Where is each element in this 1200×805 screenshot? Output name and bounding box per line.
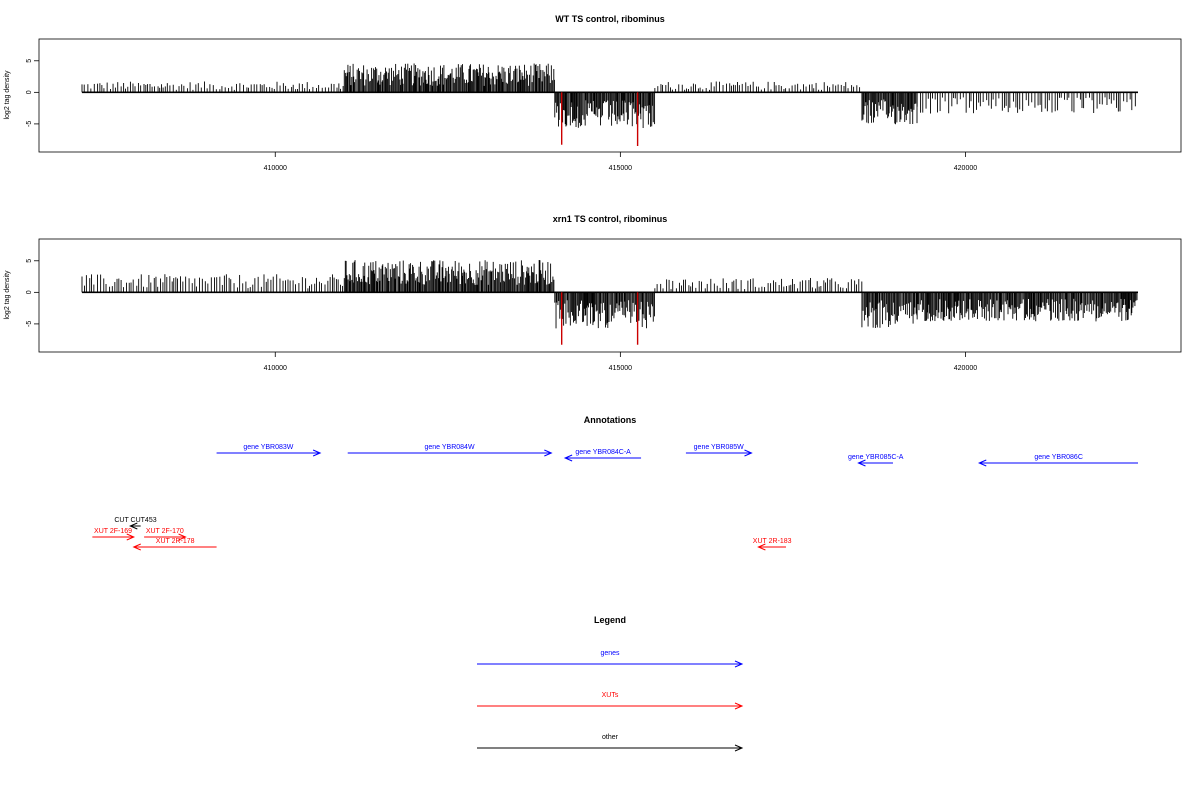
y-tick-label: 5 — [26, 259, 33, 263]
feature-label: CUT CUT453 — [114, 517, 156, 524]
arrow-head — [857, 459, 866, 467]
feature-genes: gene YBR085W — [685, 444, 753, 457]
legend: genes XUTs other — [477, 650, 744, 752]
arrow-head — [734, 660, 744, 668]
y-tick-label: 0 — [26, 90, 33, 94]
bar-series — [81, 259, 1138, 345]
feature-label: XUT 2R-178 — [156, 538, 195, 545]
y-axis-label: log2 tag density — [4, 70, 11, 120]
x-tick-label: 420000 — [954, 165, 977, 172]
feature-label: gene YBR084W — [424, 444, 474, 451]
bar-series — [81, 63, 1138, 146]
feature-label: gene YBR085W — [694, 444, 744, 451]
y-axis-label: log2 tag density — [4, 270, 11, 320]
x-tick-label: 410000 — [264, 365, 287, 372]
y-tick-label: -5 — [26, 321, 33, 327]
feature-label: gene YBR086C — [1034, 454, 1083, 461]
annotations-title: Annotations — [584, 415, 637, 425]
feature-genes: gene YBR084W — [347, 444, 553, 457]
panel-wt: WT TS control, ribominus log2 tag densit… — [4, 14, 1182, 172]
feature-other: CUT CUT453 — [114, 517, 157, 530]
axes: 410000 415000 420000 -5 0 5 — [26, 259, 977, 372]
legend-title: Legend — [594, 615, 626, 625]
feature-genes: gene YBR085C-A — [848, 454, 904, 467]
feature-label: XUT 2R-183 — [753, 538, 792, 545]
legend-item-XUTs: XUTs — [477, 692, 744, 710]
panel-xrn1: xrn1 TS control, ribominus log2 tag dens… — [4, 214, 1182, 372]
arrow-head — [563, 454, 573, 462]
x-tick-label: 410000 — [264, 165, 287, 172]
arrow-head — [734, 744, 744, 752]
panel-title: xrn1 TS control, ribominus — [553, 214, 668, 224]
annotation-track: gene YBR083W gene YBR084W gene YBR084C-A ge… — [92, 444, 1138, 551]
feature-XUTs: XUT 2F-169 — [92, 528, 136, 541]
feature-label: XUT 2F-169 — [94, 528, 132, 535]
arrow-head — [734, 702, 744, 710]
feature-XUTs: XUT 2F-170 — [144, 528, 187, 541]
panel-title: WT TS control, ribominus — [555, 14, 665, 24]
arrow-head — [312, 449, 322, 457]
arrow-head — [129, 522, 138, 530]
axes: 410000 415000 420000 -5 0 5 — [26, 59, 977, 172]
feature-genes: gene YBR083W — [216, 444, 322, 457]
legend-item-other: other — [477, 734, 744, 752]
feature-label: gene YBR084C-A — [575, 449, 631, 456]
feature-genes: gene YBR086C — [977, 454, 1138, 467]
x-tick-label: 415000 — [609, 365, 632, 372]
legend-label: XUTs — [602, 692, 619, 699]
legend-item-genes: genes — [477, 650, 744, 668]
legend-label: other — [602, 734, 619, 741]
feature-label: gene YBR083W — [243, 444, 293, 451]
feature-label: gene YBR085C-A — [848, 454, 904, 461]
x-tick-label: 415000 — [609, 165, 632, 172]
feature-XUTs: XUT 2R-183 — [753, 538, 792, 551]
y-tick-label: 0 — [26, 290, 33, 294]
legend-label: genes — [600, 650, 620, 657]
arrow-head — [544, 449, 553, 457]
feature-label: XUT 2F-170 — [146, 528, 184, 535]
plot-frame — [38, 238, 1182, 353]
y-tick-label: 5 — [26, 59, 33, 63]
feature-genes: gene YBR084C-A — [563, 449, 642, 462]
plot-frame — [38, 38, 1182, 153]
arrow-head — [977, 459, 987, 467]
x-tick-label: 420000 — [954, 365, 977, 372]
y-tick-label: -5 — [26, 121, 33, 127]
arrow-head — [178, 533, 187, 541]
arrow-head — [126, 533, 136, 541]
arrow-head — [757, 543, 766, 551]
arrow-head — [132, 543, 141, 551]
feature-XUTs: XUT 2R-178 — [132, 538, 217, 551]
arrow-head — [744, 449, 753, 457]
